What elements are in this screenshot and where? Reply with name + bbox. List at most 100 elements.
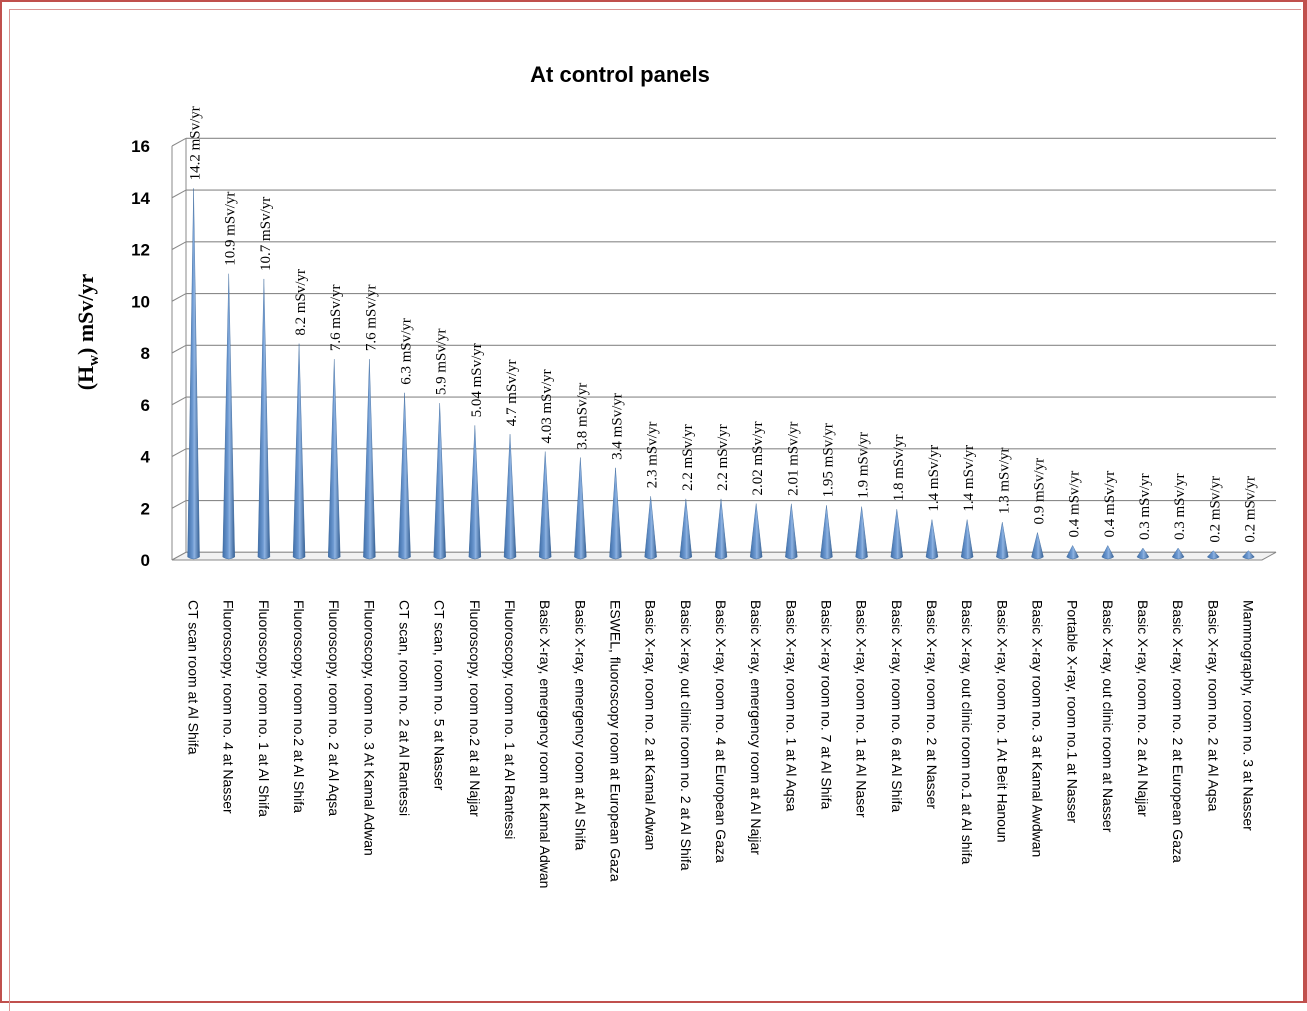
bar-cone xyxy=(503,434,517,560)
svg-text:(Hw) mSv/yr: (Hw) mSv/yr xyxy=(73,273,102,390)
category-label: Basic X-ray, room no. 2 at Al Najjar xyxy=(1135,600,1151,817)
bar-cone xyxy=(433,403,446,560)
gridline-depth xyxy=(171,241,187,250)
data-label: 2.3 mSv/yr xyxy=(645,422,661,489)
bar-cone xyxy=(398,392,411,560)
y-axis-title: (Hw) mSv/yr xyxy=(73,273,102,390)
bar-cone xyxy=(468,425,482,560)
gridline-depth xyxy=(171,189,187,199)
bar-cone xyxy=(996,522,1009,560)
bar-cone xyxy=(1031,532,1044,560)
data-label: 7.6 mSv/yr xyxy=(363,284,379,351)
plot-area: 0 2 4 6 8 10 12 14 16 14.2 mSv/yr CT scan room at … xyxy=(131,106,1277,888)
gridline-depth xyxy=(171,293,187,302)
gridline-depth xyxy=(171,137,187,147)
bar-cone xyxy=(1136,547,1150,560)
data-label: 2.01 mSv/yr xyxy=(785,422,801,496)
data-label: 0.2 mSv/yr xyxy=(1242,476,1258,543)
data-label: 5.04 mSv/yr xyxy=(469,343,485,417)
category-label: Basic X-ray, room no. 1 At Beit Hanoun xyxy=(994,600,1010,843)
category-label: Basic X-ray, out clinic room at Nasser xyxy=(1100,600,1116,833)
data-label: 2.02 mSv/yr xyxy=(750,421,766,495)
data-label: 1.3 mSv/yr xyxy=(996,447,1012,514)
bar-cone xyxy=(855,506,868,560)
y-tick-label: 2 xyxy=(141,499,150,518)
data-label: 10.7 mSv/yr xyxy=(258,197,274,271)
category-label: Basic X-ray room no. 7 at Al Shifa xyxy=(818,600,834,810)
category-label: Fluoroscopy, room no. 4 at Nasser xyxy=(221,600,237,814)
gridline-depth xyxy=(171,344,187,354)
data-label: 1.4 mSv/yr xyxy=(926,445,942,512)
bar-cone xyxy=(538,451,552,560)
bar-cone xyxy=(1066,545,1079,560)
category-label: Basic X-ray, out clinic room no. 2 at Al… xyxy=(678,600,694,871)
bar-cone xyxy=(363,359,376,560)
category-label: CT scan, room no. 2 at Al Rantessi xyxy=(397,600,413,816)
y-tick-label: 0 xyxy=(141,551,150,570)
data-label: 6.3 mSv/yr xyxy=(399,318,415,385)
data-label: 1.9 mSv/yr xyxy=(856,432,872,499)
data-label: 0.2 mSv/yr xyxy=(1207,476,1223,543)
data-label: 0.3 mSv/yr xyxy=(1137,473,1153,540)
y-axis-title-suffix: ) mSv/yr xyxy=(73,273,98,355)
bar-cone xyxy=(257,278,271,560)
y-tick-label: 4 xyxy=(141,448,151,467)
data-label: 14.2 mSv/yr xyxy=(188,106,204,180)
data-label: 7.6 mSv/yr xyxy=(328,284,344,351)
bar-cone xyxy=(785,503,798,560)
y-tick-label: 14 xyxy=(131,189,150,208)
category-label: Portable X-ray, room no.1 at Nasser xyxy=(1065,600,1081,823)
bar-cone xyxy=(328,359,341,560)
category-label: Mammography, room no. 3 at Nasser xyxy=(1240,600,1256,831)
data-label: 0.9 mSv/yr xyxy=(1031,458,1047,525)
category-label: ESWEL, fluoroscopy room at European Gaza xyxy=(608,600,624,882)
y-axis-title-subscript: w xyxy=(86,355,102,366)
data-label: 10.9 mSv/yr xyxy=(223,192,239,266)
bar-cone xyxy=(749,503,763,560)
category-label: Basic X-ray room no. 3 at Kamal Awdwan xyxy=(1029,600,1045,857)
bar-cone xyxy=(609,467,622,560)
category-label: Fluoroscopy, room no. 1 at Al Rantessi xyxy=(502,600,518,839)
data-label: 1.4 mSv/yr xyxy=(961,445,977,512)
category-label: Basic X-ray, room no. 1 at Al Naser xyxy=(854,600,870,818)
category-label: Basic X-ray, room no. 2 at Al Aqsa xyxy=(1205,600,1221,812)
data-label: 3.4 mSv/yr xyxy=(610,393,626,460)
category-label: Basic X-ray, room no. 1 at Al Aqsa xyxy=(783,600,799,812)
category-label: Fluoroscopy, room no. 3 At Kamal Adwan xyxy=(361,600,377,856)
bar-cone xyxy=(1171,547,1185,560)
data-label: 5.9 mSv/yr xyxy=(434,328,450,395)
data-label: 2.2 mSv/yr xyxy=(680,424,696,491)
category-label: Fluoroscopy, room no. 1 at Al Shifa xyxy=(256,600,272,817)
category-label: Basic X-ray, room no. 2 at Kamal Adwan xyxy=(643,600,659,850)
y-tick-label: 12 xyxy=(131,241,150,260)
data-label: 1.8 mSv/yr xyxy=(891,435,907,502)
y-tick-label: 6 xyxy=(141,396,150,415)
chart-frame-inner-border xyxy=(9,9,1301,1011)
category-label: Basic X-ray, room no. 2 at Nasser xyxy=(924,600,940,809)
bar-cone xyxy=(714,498,728,560)
data-label: 1.95 mSv/yr xyxy=(820,423,836,497)
data-label: 0.4 mSv/yr xyxy=(1067,471,1083,538)
gridline-depth xyxy=(171,500,187,509)
category-label: Basic X-ray, room no. 6 at Al Shifa xyxy=(889,600,905,812)
data-label: 0.3 mSv/yr xyxy=(1172,473,1188,540)
bar-cone xyxy=(820,505,833,560)
y-tick-label: 16 xyxy=(131,137,150,156)
data-label: 8.2 mSv/yr xyxy=(293,269,309,336)
bar-cone xyxy=(1242,550,1255,560)
data-label: 4.7 mSv/yr xyxy=(504,360,520,427)
gridline-depth xyxy=(171,396,187,406)
bar-cone xyxy=(1101,545,1115,560)
category-label: Basic X-ray, out clinic room no.1 at Al … xyxy=(959,600,975,865)
y-axis-title-main: H xyxy=(73,366,98,383)
bar-cone xyxy=(222,273,235,560)
y-axis-title-prefix: ( xyxy=(73,383,98,390)
category-label: Basic X-ray, emergency room at Al Najjar xyxy=(748,600,764,855)
data-label: 3.8 mSv/yr xyxy=(574,383,590,450)
bar-cone xyxy=(960,519,974,560)
y-tick-label: 10 xyxy=(131,292,150,311)
bar-cone xyxy=(644,496,657,560)
category-label: Fluoroscopy, room no.2 at al Najjar xyxy=(467,600,483,817)
